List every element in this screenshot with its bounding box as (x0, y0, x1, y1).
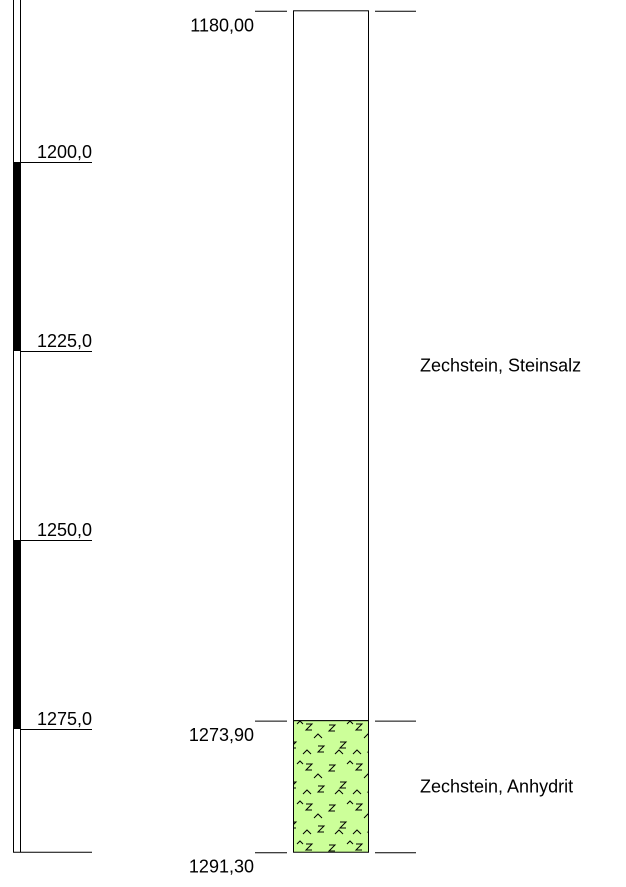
scale-label: 1225,0 (37, 331, 92, 351)
layer (293, 720, 369, 853)
boundary-label: 1180,00 (190, 15, 254, 35)
scale-segment (13, 540, 20, 729)
layer-name: Zechstein, Anhydrit (420, 776, 573, 796)
scale-segment (13, 162, 20, 351)
layer-name: Zechstein, Steinsalz (420, 356, 581, 376)
scale-label: 1200,0 (37, 142, 92, 162)
boundary-label: 1291,30 (189, 857, 254, 877)
scale-label: 1250,0 (37, 520, 92, 540)
layer (293, 10, 369, 722)
scale-label: 1275,0 (37, 709, 92, 729)
boundary-label: 1273,90 (189, 725, 254, 745)
